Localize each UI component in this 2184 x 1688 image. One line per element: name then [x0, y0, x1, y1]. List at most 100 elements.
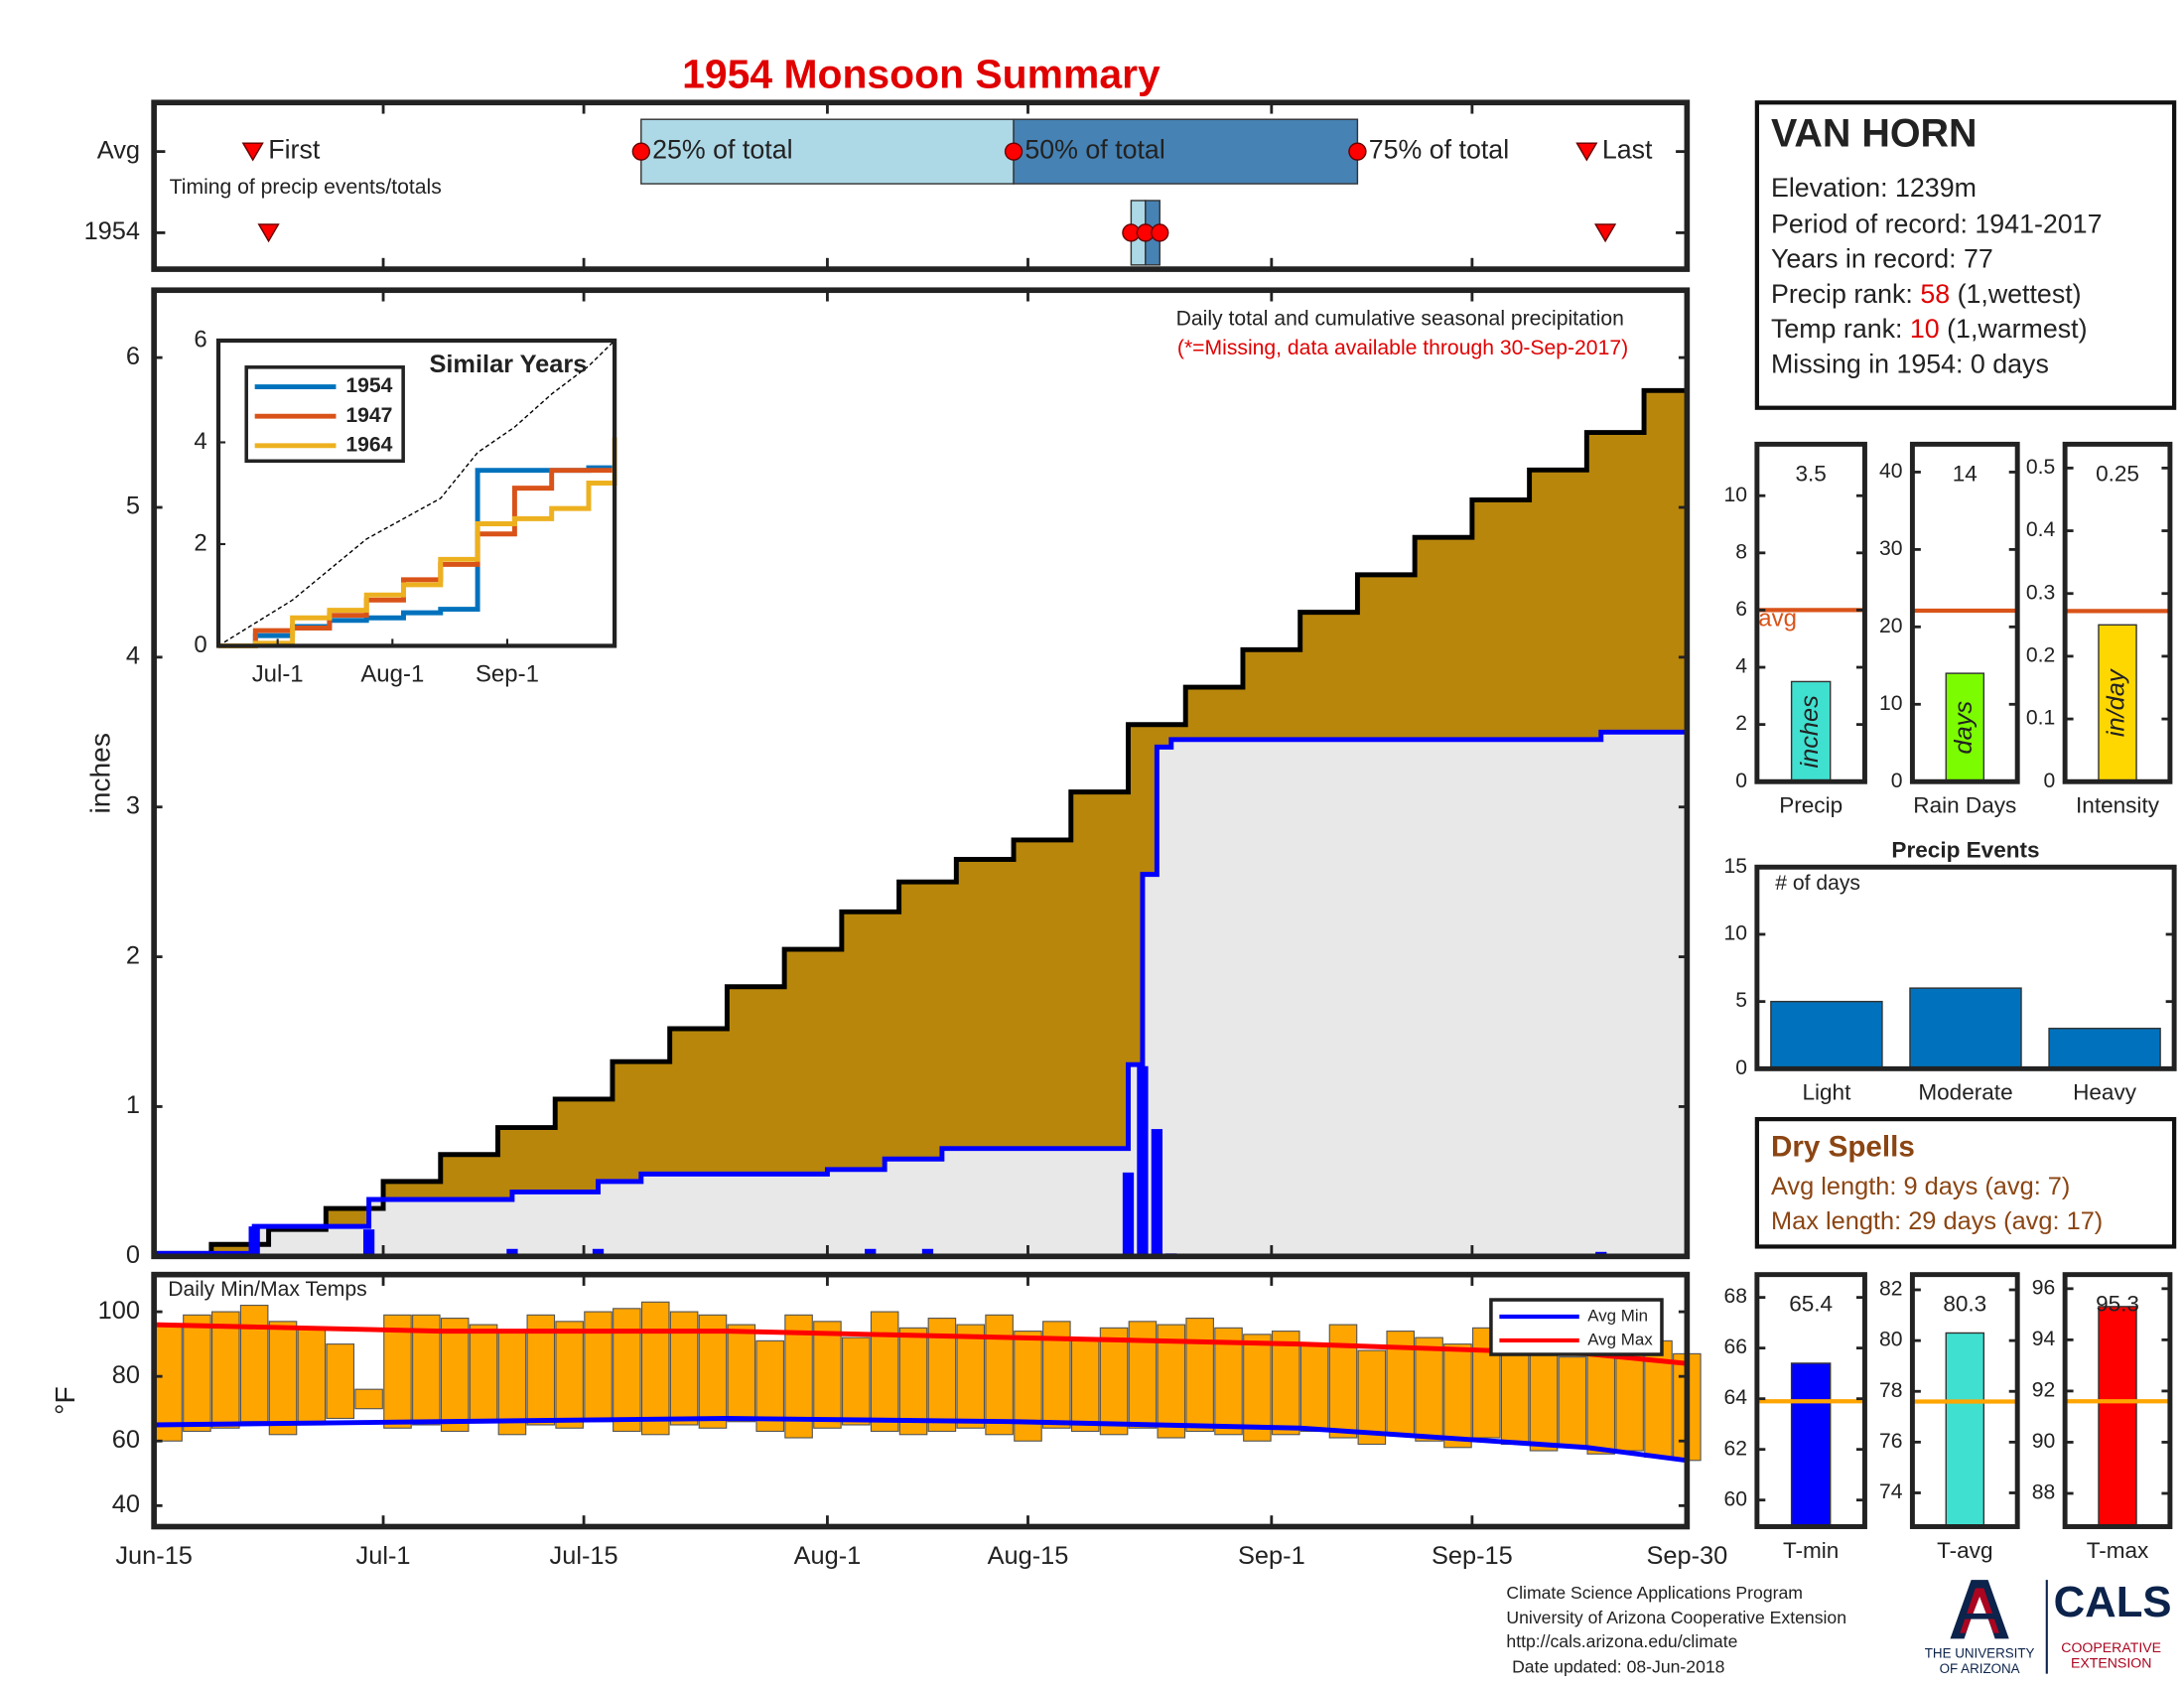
- unit-label: in/day: [2103, 668, 2130, 737]
- daily-bar: [592, 1248, 605, 1257]
- precip-rank: Precip rank: 58 (1,wettest): [1771, 279, 2082, 309]
- event-marker: [241, 142, 264, 162]
- y-tick-label: 68: [1723, 1285, 1747, 1308]
- legend-label: 1964: [345, 433, 392, 456]
- category-label: T-max: [2087, 1538, 2149, 1563]
- temp-bar: [555, 1321, 584, 1429]
- temp-bar: [1328, 1324, 1358, 1439]
- temp-bar: [440, 1318, 470, 1433]
- temp-rank-note: (1,warmest): [1947, 314, 2087, 344]
- legend-label: Avg Min: [1587, 1306, 1648, 1325]
- value-label: 65.4: [1789, 1292, 1833, 1317]
- y-tick-label: 0: [2043, 770, 2055, 792]
- y-tick-label: 4: [1735, 655, 1747, 678]
- y-tick-label: 5: [1735, 989, 1747, 1012]
- temp-bar: [1271, 1331, 1300, 1436]
- logo-university: OF ARIZONA: [1940, 1661, 2020, 1676]
- temp-rank: Temp rank: 10 (1,warmest): [1771, 314, 2088, 344]
- y-tick-label: 60: [112, 1426, 140, 1454]
- temp-bar: [354, 1388, 383, 1410]
- precip-rank-note: (1,wettest): [1958, 279, 2082, 309]
- marker-label: 50% of total: [1024, 135, 1164, 165]
- y-tick-label: 30: [1879, 537, 1903, 560]
- y-tick-label: 94: [2032, 1328, 2056, 1350]
- category-label: T-min: [1783, 1538, 1839, 1563]
- footer-line: http://cals.arizona.edu/climate: [1506, 1631, 1737, 1651]
- annotation: Daily total and cumulative seasonal prec…: [1176, 307, 1624, 330]
- temp-bar: [497, 1331, 527, 1436]
- value-label: 3.5: [1795, 461, 1826, 486]
- y-tick-label: 15: [1723, 855, 1747, 878]
- footer-line: Climate Science Applications Program: [1506, 1583, 1803, 1603]
- unit-label: inches: [1796, 695, 1824, 769]
- temp-rank-label: Temp rank:: [1771, 314, 1902, 344]
- y-tick-label: 2: [1735, 712, 1747, 735]
- station-name: VAN HORN: [1771, 112, 1978, 156]
- marker-label: Last: [1602, 135, 1653, 165]
- temp-rank-value: 10: [1910, 314, 1940, 344]
- axes-frame: [1909, 441, 2020, 784]
- axes-frame: [151, 287, 1691, 1260]
- y-tick-label: 96: [2032, 1276, 2056, 1299]
- cumulative-line: [154, 729, 1688, 1256]
- y-tick-label: 76: [1879, 1430, 1903, 1453]
- y-tick-label: 90: [2032, 1430, 2056, 1453]
- panel-title: Daily Min/Max Temps: [168, 1278, 367, 1301]
- y-tick-label: 88: [2032, 1481, 2056, 1504]
- y-tick-label: 2: [126, 941, 140, 969]
- annotation-note: (*=Missing, data available through 30-Se…: [1177, 337, 1628, 359]
- event-marker: [1593, 223, 1617, 243]
- value-label: 14: [1953, 461, 1978, 486]
- y-tick-label: 74: [1879, 1480, 1903, 1503]
- dry-spells-box: [1754, 1117, 2177, 1249]
- y-tick-label: 80: [112, 1361, 140, 1389]
- temp-bar: [1070, 1339, 1100, 1433]
- temp-bar: [297, 1327, 327, 1426]
- temp-bar: [870, 1311, 899, 1433]
- series-line: [218, 437, 617, 648]
- y-tick-label: 10: [1723, 484, 1747, 506]
- y-tick-label: 4: [194, 428, 206, 455]
- y-tick-label: 60: [1723, 1487, 1747, 1510]
- y-tick-label: 10: [1723, 922, 1747, 945]
- bar: [1945, 1332, 1985, 1528]
- category-label: T-avg: [1937, 1538, 1992, 1563]
- bar: [1770, 1000, 1883, 1070]
- temp-bar: [383, 1314, 412, 1429]
- daily-bar: [506, 1248, 518, 1257]
- daily-bar: [1122, 1172, 1135, 1257]
- marker-label: 75% of total: [1369, 135, 1509, 165]
- unit-label: days: [1950, 701, 1978, 755]
- x-tick-label: Sep-1: [476, 660, 539, 687]
- axes-frame: [2062, 1272, 2173, 1529]
- category-label: Precip: [1779, 793, 1843, 818]
- legend-label: 1954: [345, 374, 392, 397]
- quartile-marker: [1151, 223, 1169, 242]
- logo-extension: COOPERATIVE: [2061, 1639, 2161, 1655]
- y-tick-label: 0.3: [2026, 581, 2055, 604]
- x-tick-label: Aug-1: [794, 1542, 862, 1570]
- bar: [2048, 1028, 2161, 1070]
- temp-bar: [842, 1336, 871, 1426]
- temp-bar: [727, 1324, 756, 1423]
- bar: [2098, 1306, 2137, 1528]
- y-tick-label: 4: [126, 642, 140, 670]
- y-tick-label: 66: [1723, 1336, 1747, 1358]
- reference-line: [217, 340, 615, 647]
- y-tick-label: 0: [194, 632, 206, 658]
- y-tick-label: 0.4: [2026, 518, 2056, 541]
- y-tick-label: 6: [1735, 598, 1747, 621]
- y-tick-label: 100: [98, 1297, 140, 1325]
- y-tick-label: 10: [1879, 692, 1903, 715]
- temp-bar: [183, 1314, 211, 1433]
- y-tick-label: 0.5: [2026, 456, 2055, 479]
- temp-bar: [268, 1321, 298, 1436]
- temp-bar: [1558, 1356, 1587, 1449]
- precip-rank-label: Precip rank:: [1771, 279, 1913, 309]
- daily-bar: [362, 1229, 375, 1257]
- x-tick-label: Jul-1: [356, 1542, 411, 1570]
- y-tick-label: 6: [194, 326, 206, 352]
- logo-bar: [1964, 1613, 1995, 1619]
- x-tick-label: Sep-1: [1238, 1542, 1305, 1570]
